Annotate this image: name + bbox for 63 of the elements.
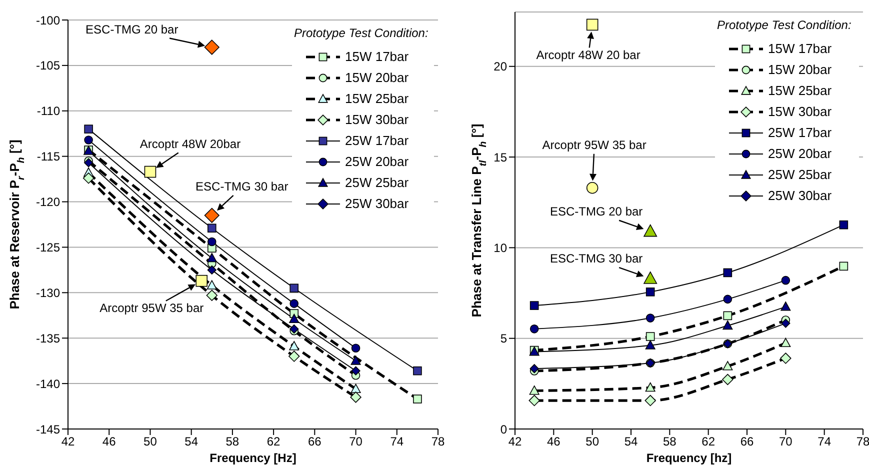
y-tick-label: -130: [36, 286, 60, 300]
y-tick-label: -145: [36, 422, 60, 436]
x-tick-label: 42: [61, 434, 75, 449]
y-tick-label: 15: [494, 150, 508, 164]
annotation: Arcoptr 95W 35 bar: [100, 301, 204, 316]
x-tick-label: 58: [662, 434, 677, 449]
y-tick-label: 5: [500, 332, 508, 346]
y-tick-label: -135: [36, 331, 60, 346]
x-tick-label: 62: [702, 434, 716, 449]
annotation: ESC-TMG 30 bar: [196, 180, 288, 194]
x-tick-label: 70: [349, 434, 363, 449]
y-tick-label: -110: [36, 104, 60, 118]
legend-label: 15W 17bar: [768, 41, 832, 56]
legend-label: 15W 25bar: [345, 91, 409, 106]
x-tick-label: 62: [266, 434, 281, 449]
legend-label: 25W 25bar: [768, 167, 832, 182]
x-tick-label: 78: [431, 434, 445, 449]
legend-label: 15W 17bar: [345, 49, 409, 64]
legend-label: 25W 25bar: [345, 175, 409, 190]
annotation: ESC-TMG 30 bar: [550, 252, 643, 266]
legend-label: 25W 30bar: [345, 196, 409, 211]
y-tick-label: 10: [494, 240, 508, 255]
legend-label: 15W 30bar: [345, 112, 409, 127]
x-axis-title: Frequency [hz]: [646, 451, 732, 465]
legend-title: Prototype Test Condition:: [717, 18, 852, 32]
x-tick-label: 46: [102, 434, 116, 449]
x-tick-label: 54: [184, 434, 198, 449]
y-tick-label: -105: [36, 58, 60, 73]
x-tick-label: 54: [624, 434, 638, 449]
annotation: Arcoptr 95W 35 bar: [542, 138, 646, 152]
x-tick-label: 70: [778, 434, 793, 449]
legend-label: 15W 25bar: [768, 83, 832, 98]
legend-label: 15W 20bar: [345, 70, 409, 85]
x-tick-label: 74: [818, 434, 832, 449]
legend-label: 15W 30bar: [768, 104, 832, 119]
legend-title: Prototype Test Condition:: [294, 26, 430, 40]
y-tick-label: -120: [36, 195, 60, 210]
legend-label: 25W 17bar: [345, 133, 409, 148]
legend-label: 25W 20bar: [768, 146, 832, 161]
y-tick-label: 20: [494, 60, 508, 74]
legend-label: 25W 30bar: [768, 188, 832, 203]
x-axis-title: Frequency [Hz]: [210, 451, 296, 465]
legend-label: 25W 20bar: [345, 154, 409, 169]
y-tick-label: -140: [36, 376, 60, 391]
x-tick-label: 74: [390, 434, 404, 449]
x-tick-label: 50: [586, 434, 600, 449]
x-tick-label: 58: [226, 434, 240, 449]
x-tick-label: 50: [144, 434, 158, 449]
y-tick-label: -100: [36, 13, 60, 28]
x-tick-label: 66: [740, 434, 754, 449]
annotation: ESC-TMG 20 bar: [86, 22, 178, 36]
annotation: ESC-TMG 20 bar: [550, 204, 643, 219]
annotation: Arcoptr 48W 20 bar: [536, 48, 640, 62]
y-tick-label: 0: [500, 422, 508, 436]
x-tick-label: 78: [856, 434, 869, 449]
legend-label: 25W 17bar: [768, 125, 832, 140]
y-tick-label: -125: [36, 240, 60, 254]
x-tick-label: 66: [308, 434, 322, 449]
annotation: Arcoptr 48W 20bar: [140, 136, 241, 151]
x-tick-label: 46: [546, 434, 561, 449]
y-tick-label: -115: [36, 150, 60, 164]
legend-label: 15W 20bar: [768, 62, 832, 77]
x-tick-label: 42: [508, 434, 522, 449]
